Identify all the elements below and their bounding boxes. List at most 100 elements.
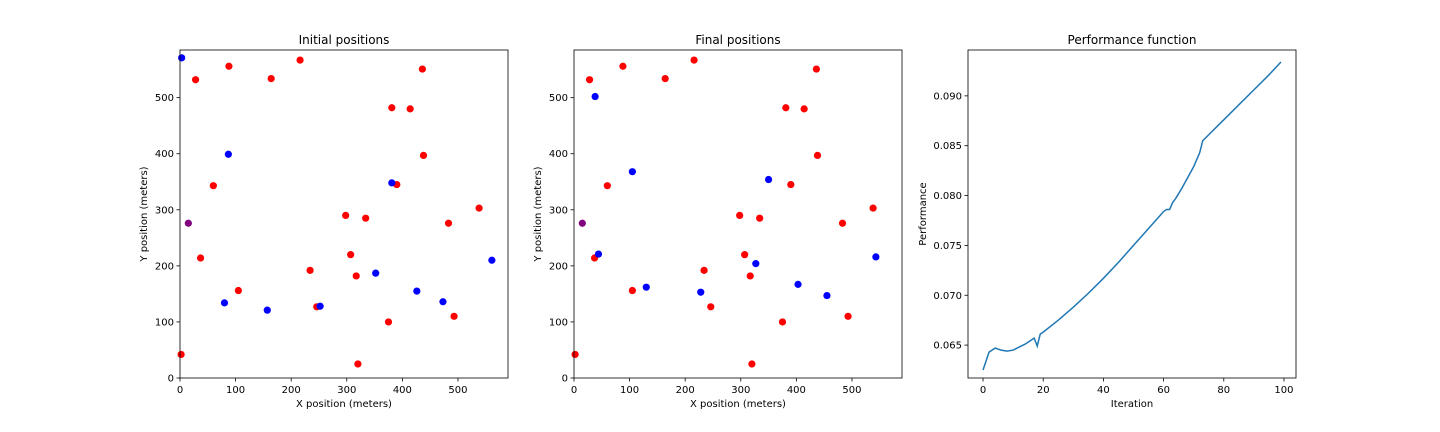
data-point: [787, 180, 795, 189]
y-tick-label: 400: [549, 149, 568, 160]
data-point: [778, 318, 787, 326]
x-tick-label: 500: [842, 385, 861, 396]
data-point: [225, 62, 233, 70]
data-point: [209, 182, 217, 190]
axes-frame: [967, 49, 1297, 379]
data-point: [578, 219, 586, 227]
x-tick-label: 100: [620, 385, 639, 396]
x-tick-label: 300: [337, 385, 356, 396]
data-point: [439, 298, 447, 306]
data-point: [418, 65, 426, 73]
x-tick-label: 0: [980, 385, 986, 396]
chart-title: Final positions: [695, 33, 780, 47]
data-point: [697, 288, 705, 296]
data-point: [800, 105, 808, 113]
x-tick-label: 500: [448, 385, 467, 396]
data-point: [746, 272, 754, 280]
data-point: [475, 204, 483, 212]
data-point: [690, 56, 698, 64]
x-tick-label: 100: [1274, 385, 1293, 396]
data-point: [736, 211, 744, 220]
data-point: [267, 74, 275, 83]
y-tick-label: 500: [549, 93, 568, 104]
data-point: [869, 204, 877, 212]
data-point: [178, 54, 186, 62]
data-point: [444, 219, 453, 227]
data-point: [450, 312, 458, 320]
data-point: [220, 299, 229, 307]
x-tick-label: 400: [393, 385, 412, 396]
data-point: [388, 104, 396, 112]
data-point: [661, 74, 669, 83]
y-tick-label: 0: [168, 374, 174, 385]
data-point: [741, 251, 749, 259]
data-point: [413, 287, 421, 295]
data-point: [619, 62, 627, 70]
data-point: [813, 151, 822, 160]
y-axis-label: Y position (meters): [139, 166, 150, 262]
y-tick-label: 300: [549, 205, 568, 216]
data-point: [823, 291, 831, 300]
data-point: [594, 250, 603, 258]
x-tick-label: 200: [676, 385, 695, 396]
data-point: [352, 272, 360, 280]
x-tick-label: 60: [1157, 385, 1170, 396]
data-point: [196, 254, 205, 262]
x-tick-label: 100: [226, 385, 245, 396]
y-tick-label: 0.085: [933, 141, 962, 152]
data-point: [707, 303, 715, 311]
data-point: [306, 266, 314, 274]
data-point: [838, 219, 847, 227]
data-point: [347, 251, 355, 259]
y-axis-label: Performance: [918, 182, 929, 245]
x-tick-label: 40: [1097, 385, 1110, 396]
data-point: [794, 280, 802, 288]
data-point: [342, 211, 350, 220]
x-tick-label: 300: [731, 385, 750, 396]
axes-frame: [179, 49, 509, 379]
axes-frame: [573, 49, 903, 379]
data-point: [812, 65, 820, 73]
y-tick-label: 0.080: [933, 191, 962, 202]
data-point: [642, 283, 650, 291]
x-tick-label: 20: [1037, 385, 1050, 396]
y-tick-label: 100: [155, 317, 174, 328]
data-point: [406, 105, 414, 113]
data-point: [419, 151, 428, 160]
data-point: [372, 269, 380, 277]
chart-title: Initial positions: [299, 33, 390, 47]
data-point: [263, 306, 271, 314]
y-tick-label: 300: [155, 205, 174, 216]
data-point: [488, 256, 496, 264]
y-tick-label: 0.065: [933, 341, 962, 352]
x-axis-label: X position (meters): [690, 399, 786, 410]
y-tick-label: 0.070: [933, 291, 962, 302]
y-tick-label: 0.075: [933, 241, 962, 252]
data-point: [603, 182, 611, 190]
data-point: [872, 253, 880, 261]
data-point: [177, 350, 185, 359]
y-tick-label: 100: [549, 317, 568, 328]
performance-function-panel: Performance function Iteration Performan…: [918, 33, 1297, 410]
y-tick-label: 500: [155, 93, 174, 104]
data-point: [316, 302, 324, 310]
x-axis-label: X position (meters): [296, 399, 392, 410]
x-tick-label: 200: [282, 385, 301, 396]
y-tick-label: 400: [155, 149, 174, 160]
y-tick-label: 0.090: [933, 91, 962, 102]
data-point: [585, 76, 594, 84]
data-point: [191, 76, 200, 84]
x-tick-label: 400: [787, 385, 806, 396]
data-point: [571, 350, 579, 359]
data-point: [764, 175, 773, 184]
data-point: [362, 214, 370, 222]
y-tick-label: 200: [155, 261, 174, 272]
data-point: [748, 360, 756, 368]
x-tick-label: 0: [571, 385, 577, 396]
chart-title: Performance function: [1068, 33, 1197, 47]
data-point: [296, 56, 304, 64]
data-point: [224, 150, 232, 158]
data-point: [388, 179, 396, 187]
data-point: [628, 168, 636, 176]
